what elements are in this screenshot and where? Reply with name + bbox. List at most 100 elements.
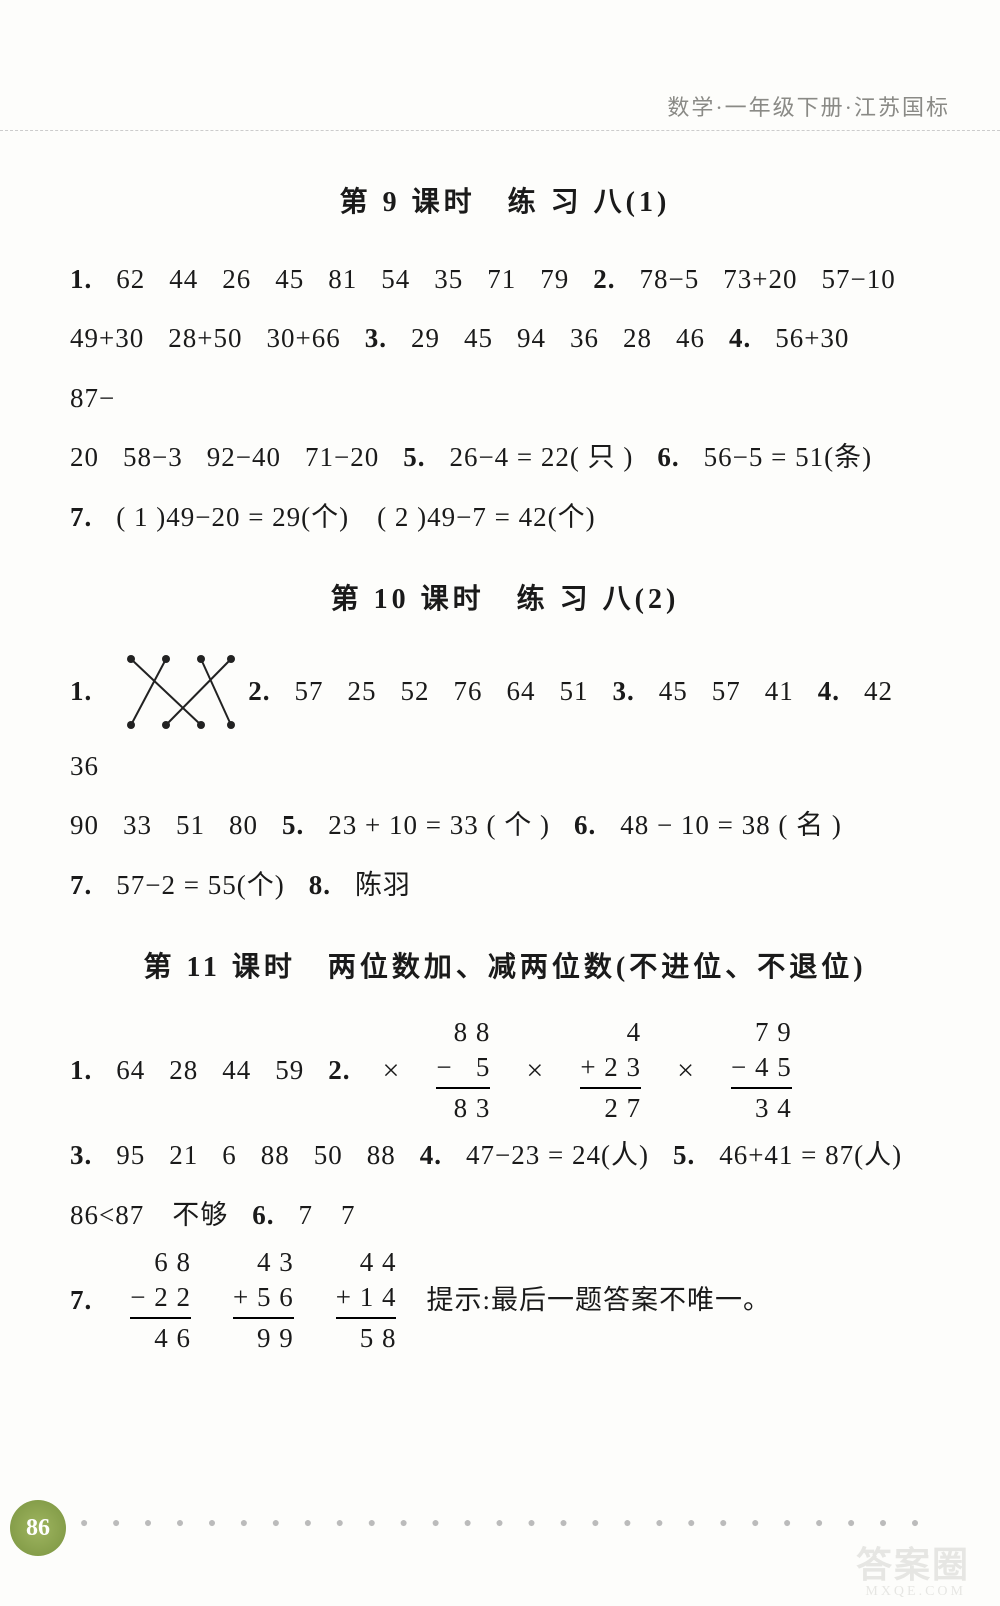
question-number: 6. xyxy=(574,796,596,855)
question-number: 3. xyxy=(365,309,387,368)
footer-dots: ● ● ● ● ● ● ● ● ● ● ● ● ● ● ● ● ● ● ● ● … xyxy=(80,1516,940,1532)
vertical-arithmetic: 6 8− 2 2 4 6 xyxy=(130,1245,191,1356)
answer-token: 71 xyxy=(487,250,516,309)
question-number: 5. xyxy=(282,796,304,855)
answer-line: 3.952168850884.47−23 = 24(人)5.46+41 = 87… xyxy=(70,1126,940,1185)
answer-token: 35 xyxy=(434,250,463,309)
answer-token: 23 + 10 = 33 ( 个 ) xyxy=(328,796,550,855)
question-number: 5. xyxy=(403,428,425,487)
question-number: 2. xyxy=(248,662,270,721)
answer-token: 26 xyxy=(222,250,251,309)
answer-token: 54 xyxy=(381,250,410,309)
answer-token: 62 xyxy=(116,250,145,309)
answer-token: 50 xyxy=(314,1126,343,1185)
answer-token: ( 1 )49−20 = 29(个) ( 2 )49−7 = 42(个) xyxy=(116,488,595,547)
section-body: 1.2.5725527664513.4557414.4236903351805.… xyxy=(70,647,940,915)
answer-token: 陈羽 xyxy=(355,856,411,915)
answer-token: 76 xyxy=(454,662,483,721)
answer-token: 81 xyxy=(328,250,357,309)
answer-token: 42 xyxy=(864,662,893,721)
section-body: 1.6244264581543571792.78−573+2057−1049+3… xyxy=(70,250,940,547)
answer-token: 94 xyxy=(517,309,546,368)
vertical-arithmetic-group: × 8 8− 5 8 3 × 4+ 2 3 2 7 × 7 9− 4 5 3 4 xyxy=(383,1015,798,1126)
answer-token: 48 − 10 = 38 ( 名 ) xyxy=(620,796,842,855)
answer-line: 49+3028+5030+663.2945943628464.56+3087− xyxy=(70,309,940,428)
answer-line: 86<87 不够 6. 7 7 xyxy=(70,1186,940,1245)
cross-mark: × xyxy=(383,1038,401,1104)
answer-token: 7 7 xyxy=(298,1186,355,1245)
answer-token: 提示:最后一题答案不唯一。 xyxy=(426,1271,771,1330)
answer-token: 41 xyxy=(765,662,794,721)
answer-token: 45 xyxy=(464,309,493,368)
answer-token: 73+20 xyxy=(723,250,797,309)
answer-token: 28 xyxy=(169,1041,198,1100)
vertical-arithmetic: 7 9− 4 5 3 4 xyxy=(731,1015,792,1126)
answer-line: 903351805.23 + 10 = 33 ( 个 )6.48 − 10 = … xyxy=(70,796,940,855)
answer-token: 87− xyxy=(70,369,115,428)
answer-token: 30+66 xyxy=(266,309,340,368)
question-number: 6. xyxy=(252,1186,274,1245)
vertical-arithmetic: 4 4+ 1 4 5 8 xyxy=(336,1245,397,1356)
answer-token: 29 xyxy=(411,309,440,368)
page-number-badge: 86 xyxy=(10,1500,66,1556)
question-number: 4. xyxy=(420,1126,442,1185)
answer-token: 58−3 xyxy=(123,428,183,487)
answer-token: 6 xyxy=(222,1126,237,1185)
answer-line: 1.2.5725527664513.4557414.4236 xyxy=(70,647,940,796)
answer-token: 25 xyxy=(348,662,377,721)
answer-token: 46+41 = 87(人) xyxy=(719,1126,902,1185)
question-number: 1. xyxy=(70,662,92,721)
answer-line: 2058−392−4071−205.26−4 = 22( 只 )6.56−5 =… xyxy=(70,428,940,487)
header-banner: 数学·一年级下册·江苏国标 xyxy=(667,90,950,122)
watermark: 答案圈 xyxy=(856,1536,970,1588)
answer-token: 45 xyxy=(659,662,688,721)
answer-token: 64 xyxy=(507,662,536,721)
answer-token: 20 xyxy=(70,428,99,487)
answer-token: 45 xyxy=(275,250,304,309)
answer-token: 57 xyxy=(295,662,324,721)
question-number: 5. xyxy=(673,1126,695,1185)
answer-line: 1.642844592.× 8 8− 5 8 3× 4+ 2 3 2 7× 7 … xyxy=(70,1015,940,1126)
question-number: 4. xyxy=(729,309,751,368)
answer-token: 51 xyxy=(176,796,205,855)
answer-token: 86<87 不够 xyxy=(70,1186,228,1245)
answer-token: 78−5 xyxy=(640,250,700,309)
question-number: 3. xyxy=(613,662,635,721)
answer-token: 57−10 xyxy=(821,250,895,309)
question-number: 7. xyxy=(70,488,92,547)
content: 第 9 课时 练 习 八(1)1.6244264581543571792.78−… xyxy=(70,180,940,1356)
answer-token: 88 xyxy=(367,1126,396,1185)
answer-token: 92−40 xyxy=(207,428,281,487)
matching-diagram xyxy=(116,647,236,737)
header-divider xyxy=(0,130,1000,133)
section-body: 1.642844592.× 8 8− 5 8 3× 4+ 2 3 2 7× 7 … xyxy=(70,1015,940,1356)
answer-token: 90 xyxy=(70,796,99,855)
answer-token: 26−4 = 22( 只 ) xyxy=(449,428,633,487)
vertical-arithmetic-group: 6 8− 2 2 4 6 4 3+ 5 6 9 9 4 4+ 1 4 5 8 xyxy=(124,1245,402,1356)
answer-line: 7. ( 1 )49−20 = 29(个) ( 2 )49−7 = 42(个) xyxy=(70,488,940,547)
answer-token: 28+50 xyxy=(168,309,242,368)
answer-token: 44 xyxy=(222,1041,251,1100)
answer-line: 7.57−2 = 55(个)8.陈羽 xyxy=(70,856,940,915)
vertical-arithmetic: 4 3+ 5 6 9 9 xyxy=(233,1245,294,1356)
question-number: 2. xyxy=(593,250,615,309)
cross-mark: × xyxy=(677,1038,695,1104)
answer-token: 47−23 = 24(人) xyxy=(466,1126,649,1185)
answer-token: 33 xyxy=(123,796,152,855)
question-number: 1. xyxy=(70,1041,92,1100)
question-number: 7. xyxy=(70,856,92,915)
cross-mark: × xyxy=(526,1038,544,1104)
answer-token: 46 xyxy=(676,309,705,368)
answer-token: 51 xyxy=(560,662,589,721)
answer-token: 49+30 xyxy=(70,309,144,368)
answer-line: 1.6244264581543571792.78−573+2057−10 xyxy=(70,250,940,309)
answer-token: 57 xyxy=(712,662,741,721)
vertical-arithmetic: 8 8− 5 8 3 xyxy=(436,1015,490,1126)
answer-token: 28 xyxy=(623,309,652,368)
question-number: 8. xyxy=(309,856,331,915)
answer-token: 44 xyxy=(169,250,198,309)
answer-token: 52 xyxy=(401,662,430,721)
vertical-arithmetic: 4+ 2 3 2 7 xyxy=(580,1015,641,1126)
question-number: 7. xyxy=(70,1271,92,1330)
question-number: 2. xyxy=(328,1041,350,1100)
